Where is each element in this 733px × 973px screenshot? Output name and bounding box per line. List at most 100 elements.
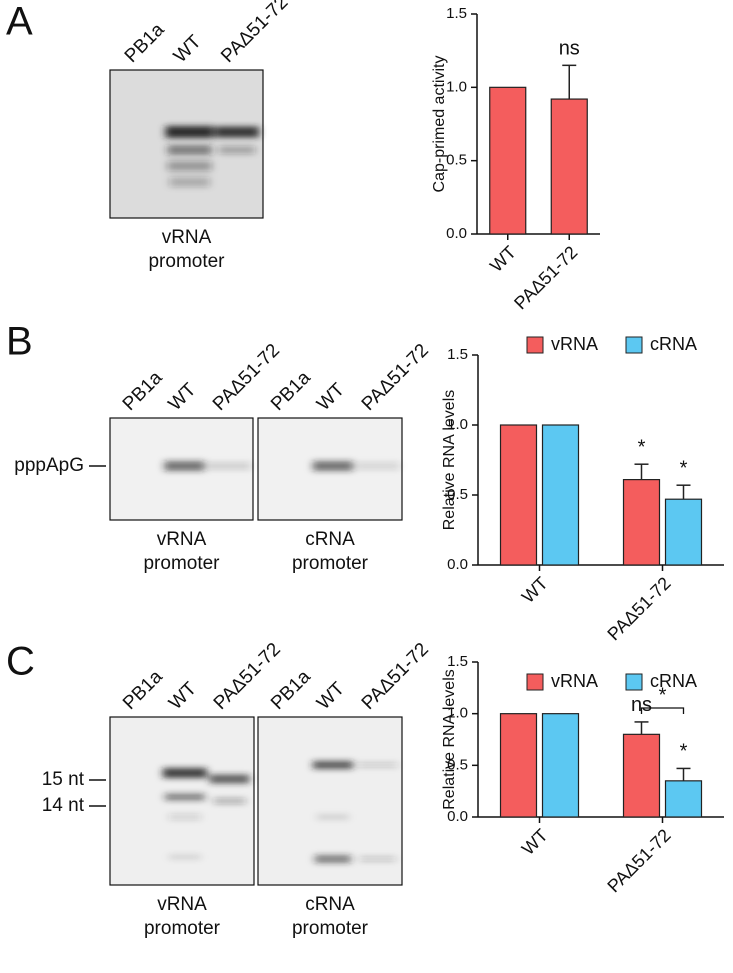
gel-bands: [164, 461, 251, 471]
gel-band: [206, 462, 251, 470]
significance-label: *: [659, 684, 667, 706]
lane-label: WT: [313, 678, 349, 714]
gel-bands: [165, 126, 259, 187]
bar: [622, 479, 661, 566]
gel-band: [218, 146, 255, 154]
panel-letter: B: [6, 320, 33, 364]
gel-band: [162, 768, 207, 778]
significance-label: *: [680, 741, 688, 763]
gel-band: [316, 814, 349, 820]
gel-band: [168, 814, 201, 820]
y-tick-label: 0.0: [447, 808, 468, 825]
gel-band: [165, 126, 214, 138]
lane-label: PB1a: [121, 19, 169, 67]
gel-caption: promoter: [143, 553, 220, 574]
y-tick-label: 0.0: [447, 556, 468, 573]
lane-label: PB1a: [267, 367, 315, 415]
gel-band: [167, 145, 212, 155]
bar: [541, 713, 580, 818]
gel-bands: [312, 461, 400, 471]
gel-image: [109, 69, 264, 219]
y-tick-label: 1.5: [447, 653, 468, 670]
gel-band: [312, 761, 353, 769]
panel-letter: C: [6, 640, 35, 684]
lane-label: PB1a: [267, 666, 315, 714]
gel-caption: promoter: [148, 251, 225, 272]
y-axis-label: Relative RNA levels: [441, 669, 458, 810]
bar: [664, 780, 703, 818]
y-tick-label: 0.5: [447, 486, 468, 503]
x-tick-label: WT: [518, 825, 552, 859]
gel-band: [167, 161, 212, 171]
gel-caption: promoter: [144, 918, 221, 939]
gel-band: [357, 762, 398, 768]
bar: [550, 98, 588, 235]
bar: [622, 733, 661, 818]
legend-label: vRNA: [551, 671, 598, 691]
y-tick-label: 0.5: [446, 152, 467, 169]
legend-swatch: [526, 336, 544, 354]
panel-letter: A: [6, 0, 33, 44]
gel-caption: vRNA: [157, 894, 207, 915]
gel-band: [355, 462, 400, 470]
gel-caption: promoter: [292, 553, 369, 574]
gel-band: [164, 793, 205, 801]
gel-caption: vRNA: [162, 227, 212, 248]
size-marker: pppApG: [14, 455, 84, 476]
gel-caption: cRNA: [305, 894, 355, 915]
bar: [664, 498, 703, 566]
legend-label: cRNA: [650, 671, 697, 691]
x-tick-label: WT: [486, 242, 520, 276]
gel-bands: [162, 768, 250, 860]
gel-band: [169, 177, 210, 187]
gel-band: [312, 461, 353, 471]
significance-label: *: [680, 457, 688, 479]
gel-band: [314, 855, 351, 863]
y-axis-label: Cap-primed activity: [431, 56, 448, 193]
size-marker: 14 nt: [42, 795, 85, 816]
y-tick-label: 1.5: [446, 5, 467, 22]
legend-swatch: [526, 673, 544, 691]
gel-bands: [312, 761, 398, 863]
lane-label: WT: [165, 678, 201, 714]
gel-band: [209, 774, 250, 784]
bar: [499, 424, 538, 566]
y-tick-label: 1.5: [447, 346, 468, 363]
y-tick-label: 1.0: [447, 705, 468, 722]
x-tick-label: PAΔ51-72: [603, 573, 674, 644]
gel-band: [214, 126, 259, 138]
significance-bracket: [640, 707, 685, 714]
lane-label: PAΔ51-72: [358, 639, 433, 714]
legend-swatch: [625, 673, 643, 691]
lane-label: WT: [170, 31, 206, 67]
y-tick-label: 0.0: [446, 225, 467, 242]
legend-label: vRNA: [551, 334, 598, 354]
legend-swatch: [625, 336, 643, 354]
lane-label: PAΔ51-72: [217, 0, 292, 67]
x-tick-label: PAΔ51-72: [510, 242, 581, 313]
bar: [499, 713, 538, 818]
gel-band: [213, 798, 246, 804]
y-axis-label: Relative RNA levels: [441, 390, 458, 531]
significance-label: *: [638, 436, 646, 458]
y-tick-label: 1.0: [447, 416, 468, 433]
gel-band: [359, 856, 396, 862]
bar: [541, 424, 580, 566]
bar: [489, 86, 527, 235]
x-tick-label: WT: [518, 573, 552, 607]
y-tick-label: 0.5: [447, 756, 468, 773]
y-tick-label: 1.0: [446, 78, 467, 95]
significance-label: ns: [631, 694, 652, 716]
lane-label: PB1a: [119, 367, 167, 415]
size-marker: 15 nt: [42, 769, 85, 790]
gel-band: [168, 854, 201, 860]
lane-label: PAΔ51-72: [358, 340, 433, 415]
gel-band: [164, 461, 205, 471]
gel-caption: promoter: [292, 918, 369, 939]
significance-label: ns: [559, 38, 580, 60]
gel-caption: cRNA: [305, 529, 355, 550]
gel-caption: vRNA: [157, 529, 207, 550]
lane-label: WT: [313, 379, 349, 415]
lane-label: PB1a: [119, 666, 167, 714]
